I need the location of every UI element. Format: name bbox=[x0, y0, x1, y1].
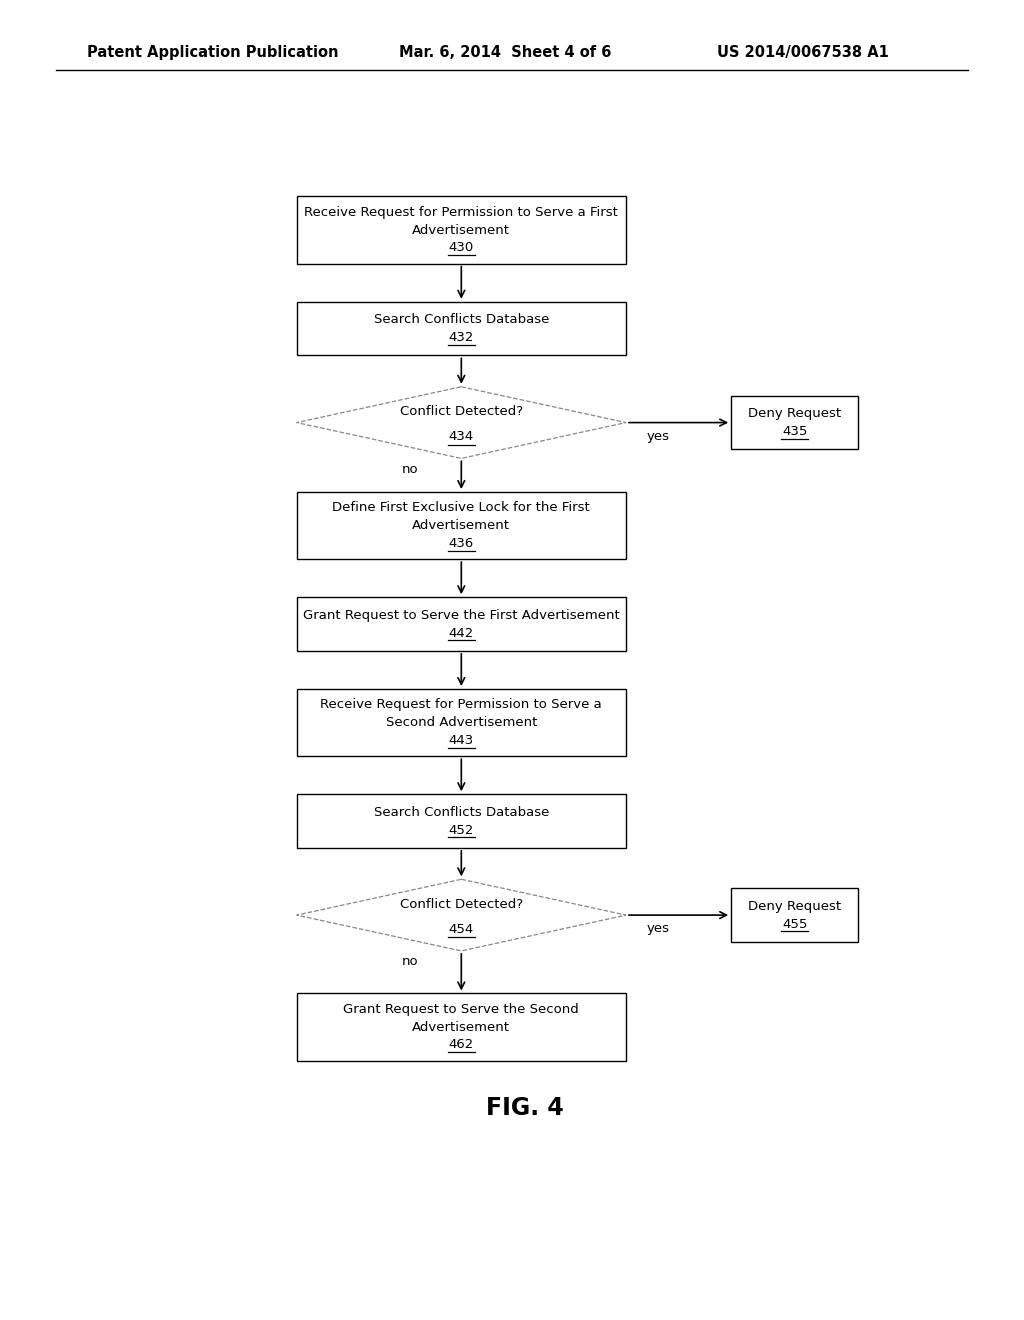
Text: Deny Request: Deny Request bbox=[749, 407, 841, 420]
Text: Grant Request to Serve the First Advertisement: Grant Request to Serve the First Adverti… bbox=[303, 609, 620, 622]
Text: 443: 443 bbox=[449, 734, 474, 747]
Text: Grant Request to Serve the Second: Grant Request to Serve the Second bbox=[343, 1003, 580, 1015]
Bar bbox=[297, 994, 626, 1061]
Bar bbox=[297, 492, 626, 560]
Bar bbox=[297, 197, 626, 264]
Text: FIG. 4: FIG. 4 bbox=[486, 1096, 563, 1119]
Text: Define First Exclusive Lock for the First: Define First Exclusive Lock for the Firs… bbox=[333, 502, 590, 515]
Text: Conflict Detected?: Conflict Detected? bbox=[399, 898, 523, 911]
Text: Receive Request for Permission to Serve a: Receive Request for Permission to Serve … bbox=[321, 698, 602, 711]
Polygon shape bbox=[297, 879, 626, 950]
Text: 430: 430 bbox=[449, 242, 474, 255]
Text: yes: yes bbox=[646, 429, 670, 442]
Text: 454: 454 bbox=[449, 923, 474, 936]
Text: yes: yes bbox=[646, 923, 670, 935]
Text: Conflict Detected?: Conflict Detected? bbox=[399, 405, 523, 418]
Bar bbox=[297, 689, 626, 756]
Bar bbox=[731, 888, 858, 942]
Text: Advertisement: Advertisement bbox=[413, 1020, 510, 1034]
Text: 432: 432 bbox=[449, 331, 474, 345]
Text: US 2014/0067538 A1: US 2014/0067538 A1 bbox=[717, 45, 889, 61]
Text: Advertisement: Advertisement bbox=[413, 223, 510, 236]
Text: 442: 442 bbox=[449, 627, 474, 639]
Text: Receive Request for Permission to Serve a First: Receive Request for Permission to Serve … bbox=[304, 206, 618, 219]
Text: Deny Request: Deny Request bbox=[749, 900, 841, 912]
Bar bbox=[297, 795, 626, 847]
Text: no: no bbox=[401, 956, 418, 968]
Polygon shape bbox=[297, 387, 626, 458]
Text: 452: 452 bbox=[449, 824, 474, 837]
Text: Search Conflicts Database: Search Conflicts Database bbox=[374, 313, 549, 326]
Text: 434: 434 bbox=[449, 430, 474, 444]
Text: 455: 455 bbox=[782, 917, 807, 931]
Bar bbox=[297, 302, 626, 355]
Bar bbox=[297, 597, 626, 651]
Text: 435: 435 bbox=[782, 425, 807, 438]
Text: Advertisement: Advertisement bbox=[413, 519, 510, 532]
Text: no: no bbox=[401, 462, 418, 475]
Text: Mar. 6, 2014  Sheet 4 of 6: Mar. 6, 2014 Sheet 4 of 6 bbox=[399, 45, 611, 61]
Text: 462: 462 bbox=[449, 1039, 474, 1052]
Bar bbox=[731, 396, 858, 449]
Text: Second Advertisement: Second Advertisement bbox=[386, 715, 537, 729]
Text: 436: 436 bbox=[449, 537, 474, 550]
Text: Patent Application Publication: Patent Application Publication bbox=[87, 45, 339, 61]
Text: Search Conflicts Database: Search Conflicts Database bbox=[374, 805, 549, 818]
